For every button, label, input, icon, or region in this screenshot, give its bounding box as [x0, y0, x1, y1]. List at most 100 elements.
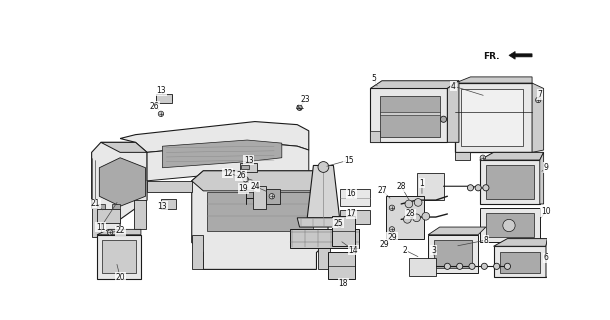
- Text: 29: 29: [387, 233, 397, 242]
- Text: 24: 24: [250, 182, 260, 191]
- Circle shape: [469, 263, 475, 269]
- Circle shape: [413, 214, 420, 222]
- Polygon shape: [192, 235, 203, 269]
- Polygon shape: [486, 165, 534, 198]
- Text: 20: 20: [115, 273, 125, 282]
- Polygon shape: [97, 235, 141, 279]
- Polygon shape: [428, 227, 486, 235]
- Polygon shape: [509, 52, 532, 59]
- Polygon shape: [540, 152, 544, 204]
- Text: 22: 22: [115, 227, 125, 236]
- Text: 1: 1: [420, 179, 425, 188]
- Polygon shape: [447, 81, 459, 142]
- Text: 6: 6: [544, 253, 548, 262]
- Polygon shape: [517, 152, 532, 160]
- Text: 18: 18: [339, 279, 348, 288]
- Text: 13: 13: [156, 86, 166, 95]
- Bar: [161, 199, 176, 209]
- Circle shape: [403, 215, 411, 223]
- Polygon shape: [461, 89, 523, 146]
- Polygon shape: [493, 246, 546, 277]
- Text: 8: 8: [484, 236, 488, 245]
- Polygon shape: [97, 209, 120, 223]
- Circle shape: [483, 185, 489, 191]
- Circle shape: [389, 227, 395, 232]
- Text: 3: 3: [431, 246, 436, 255]
- Text: 28: 28: [406, 210, 415, 219]
- Polygon shape: [101, 142, 147, 152]
- Text: 26: 26: [236, 171, 246, 180]
- Circle shape: [457, 263, 463, 269]
- Polygon shape: [546, 239, 548, 277]
- Polygon shape: [120, 122, 309, 152]
- Circle shape: [481, 263, 487, 269]
- Polygon shape: [164, 95, 172, 100]
- Polygon shape: [92, 142, 147, 237]
- Text: FR.: FR.: [483, 52, 500, 60]
- Polygon shape: [417, 173, 443, 200]
- Text: 23: 23: [300, 95, 310, 105]
- Polygon shape: [99, 158, 146, 206]
- Text: 11: 11: [96, 222, 106, 232]
- Polygon shape: [455, 77, 532, 83]
- Polygon shape: [486, 213, 534, 237]
- Text: 28: 28: [396, 182, 406, 191]
- Circle shape: [504, 263, 511, 269]
- Polygon shape: [340, 188, 370, 206]
- Polygon shape: [318, 235, 329, 269]
- Polygon shape: [455, 152, 470, 160]
- Circle shape: [318, 162, 329, 172]
- Circle shape: [475, 185, 481, 191]
- Text: 21: 21: [91, 199, 100, 208]
- Polygon shape: [479, 160, 540, 204]
- Polygon shape: [386, 196, 425, 239]
- Polygon shape: [455, 83, 532, 152]
- Polygon shape: [112, 204, 120, 209]
- Text: 15: 15: [344, 156, 354, 164]
- Circle shape: [269, 194, 274, 199]
- Text: 2: 2: [403, 246, 407, 255]
- Circle shape: [467, 185, 473, 191]
- Polygon shape: [379, 112, 440, 116]
- Polygon shape: [500, 252, 540, 273]
- Polygon shape: [97, 204, 105, 209]
- Text: 13: 13: [244, 156, 254, 164]
- Polygon shape: [147, 142, 309, 181]
- Polygon shape: [307, 165, 340, 218]
- Polygon shape: [290, 229, 359, 248]
- Text: 14: 14: [349, 246, 358, 255]
- Polygon shape: [370, 88, 447, 142]
- Text: 27: 27: [377, 186, 387, 195]
- Text: 5: 5: [371, 74, 376, 83]
- Polygon shape: [370, 81, 459, 88]
- Text: 16: 16: [346, 189, 356, 198]
- Text: 29: 29: [379, 240, 389, 249]
- Circle shape: [389, 205, 395, 211]
- Polygon shape: [97, 229, 141, 235]
- Polygon shape: [102, 240, 135, 273]
- Circle shape: [337, 222, 342, 228]
- Polygon shape: [332, 215, 355, 246]
- Polygon shape: [92, 208, 101, 237]
- Polygon shape: [479, 152, 544, 160]
- Polygon shape: [493, 239, 548, 246]
- Circle shape: [414, 198, 422, 206]
- Polygon shape: [428, 235, 478, 273]
- Bar: [240, 163, 257, 172]
- Text: 12: 12: [223, 169, 232, 178]
- Polygon shape: [156, 95, 164, 100]
- Polygon shape: [297, 218, 351, 227]
- Circle shape: [243, 177, 248, 182]
- Polygon shape: [162, 140, 282, 168]
- Bar: [156, 94, 173, 103]
- Polygon shape: [328, 252, 355, 279]
- Text: 25: 25: [333, 219, 343, 228]
- Polygon shape: [147, 181, 192, 192]
- Circle shape: [107, 230, 113, 235]
- Polygon shape: [253, 186, 267, 209]
- Polygon shape: [532, 83, 544, 152]
- Bar: [340, 210, 370, 224]
- Polygon shape: [134, 200, 146, 229]
- Text: 10: 10: [541, 207, 551, 216]
- Polygon shape: [267, 188, 279, 204]
